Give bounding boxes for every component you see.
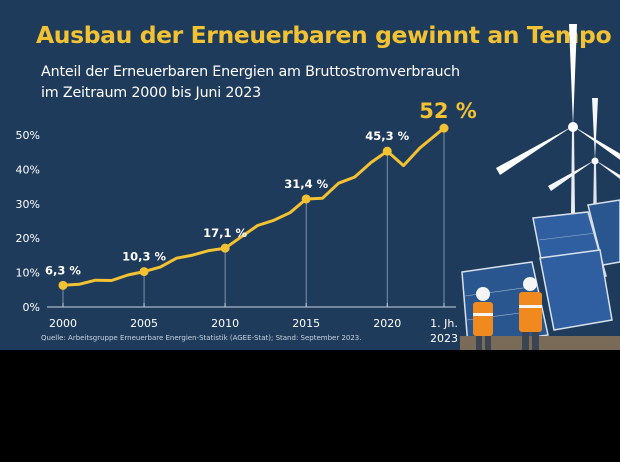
empty-bottom-area xyxy=(0,350,620,462)
x-tick-label-line-2: 2023 xyxy=(430,332,458,345)
renewables-share-chart: 0% 10% 20% 30% 40% 50% 2000 2005 2010 2015 2020 1.… xyxy=(16,24,620,350)
highlight-value-label: 52 % xyxy=(419,99,477,123)
y-tick-label: 0% xyxy=(23,301,40,314)
data-point-marker xyxy=(220,243,230,253)
data-value-label: 31,4 % xyxy=(284,177,328,191)
x-tick-label: 2020 xyxy=(373,317,401,330)
x-tick-label: 2000 xyxy=(49,317,77,330)
y-tick-label: 10% xyxy=(16,267,40,280)
line-series xyxy=(61,126,446,287)
wind-turbine-icon xyxy=(496,24,620,215)
source-note: Quelle: Arbeitsgruppe Erneuerbare Energi… xyxy=(41,334,362,342)
chart-subtitle-line-1: Anteil der Erneuerbaren Energien am Brut… xyxy=(41,64,460,80)
data-value-label: 6,3 % xyxy=(45,263,81,277)
y-tick-label: 30% xyxy=(16,198,40,211)
data-point-marker xyxy=(439,123,449,133)
data-value-label: 45,3 % xyxy=(365,129,409,143)
x-tick-label: 2010 xyxy=(211,317,239,330)
chart-title: Ausbau der Erneuerbaren gewinnt an Tempo xyxy=(36,21,612,49)
data-value-label: 17,1 % xyxy=(203,226,247,240)
x-axis: 2000 2005 2010 2015 2020 1. Jh. 2023 xyxy=(47,128,458,345)
data-point-marker xyxy=(301,194,311,204)
data-labels: 6,3 % 10,3 % 17,1 % 31,4 % 45,3 % 52 % xyxy=(45,99,477,277)
worker-figure xyxy=(473,287,493,350)
x-tick-label: 2015 xyxy=(292,317,320,330)
solar-park-illustration xyxy=(460,24,620,350)
data-value-label: 10,3 % xyxy=(122,250,166,264)
data-point-marker xyxy=(382,146,392,156)
data-point-marker xyxy=(58,280,68,290)
y-axis: 0% 10% 20% 30% 40% 50% xyxy=(16,129,40,314)
infographic-panel: Ausbau der Erneuerbaren gewinnt an Tempo… xyxy=(0,0,620,350)
data-point-marker xyxy=(139,267,149,277)
chart-subtitle-line-2: im Zeitraum 2000 bis Juni 2023 xyxy=(41,85,261,101)
x-tick-label: 1. Jh. xyxy=(430,317,458,330)
data-markers xyxy=(58,123,449,290)
y-tick-label: 50% xyxy=(16,129,40,142)
y-tick-label: 40% xyxy=(16,163,40,176)
worker-figure xyxy=(519,277,542,350)
series-line xyxy=(61,126,446,287)
x-tick-label: 2005 xyxy=(130,317,158,330)
y-tick-label: 20% xyxy=(16,232,40,245)
